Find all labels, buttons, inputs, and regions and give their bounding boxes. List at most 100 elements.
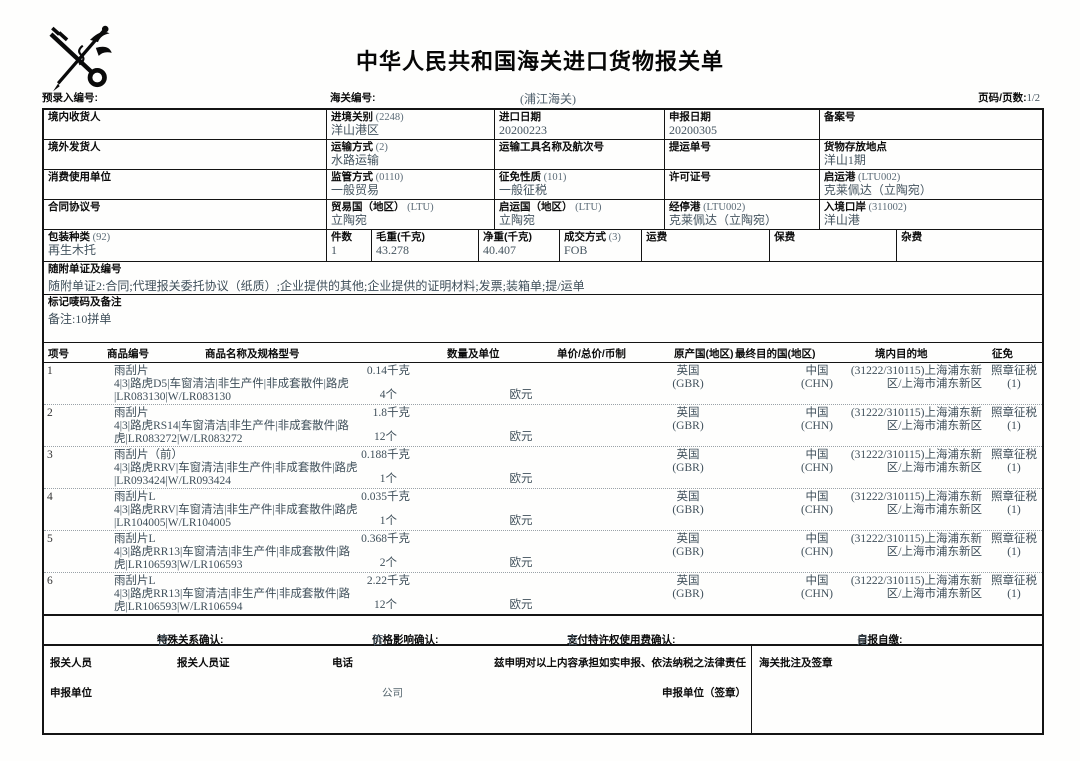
goods-duty-code: (1) <box>1007 378 1021 390</box>
field-code: (LTU002) <box>858 172 901 183</box>
confirm-label: 自报自缴: <box>857 634 903 646</box>
field-value: 一般征税 <box>498 183 547 197</box>
field-value: 1 <box>331 243 338 257</box>
field-transport-mode: 运输方式 (2) 水路运输 <box>327 140 495 169</box>
field-consignee: 境内收货人 <box>44 110 328 139</box>
form-row: 境内收货人 进境关别 (2248) 洋山港区 进口日期 20200223 申报日… <box>44 110 1042 140</box>
goods-duty-label: 照章征税 <box>991 533 1037 545</box>
declaring-unit-label: 申报单位 <box>50 687 92 699</box>
field-contract-number: 合同协议号 <box>44 200 328 229</box>
goods-header-price-currency: 单价/总价/币制 <box>557 348 626 360</box>
field-value: 洋山1期 <box>823 153 866 167</box>
field-value: 水路运输 <box>331 153 380 167</box>
goods-header-origin-country: 原产国(地区) <box>674 348 734 360</box>
attached-documents-label: 随附单证及编号 <box>48 263 122 275</box>
goods-table-body: 1 雨刮片 4|3|路虎D5|车窗清洁|非生产件|非成套散件|路虎 |LR083… <box>44 363 1042 614</box>
unit-signature-label: 申报单位（签章） <box>662 687 746 699</box>
field-misc-fees: 杂费 <box>897 230 1042 261</box>
goods-currency: 欧元 <box>509 557 533 569</box>
declarant-label: 报关人员 <box>50 657 92 669</box>
field-declare-date: 申报日期 20200305 <box>665 110 820 139</box>
form-subheader: 预录入编号: 海关编号: (浦江海关) 页码/页数:1/2 <box>42 90 1040 106</box>
goods-origin-country: 英国 (GBR) <box>642 491 734 517</box>
goods-origin-country: 英国 (GBR) <box>642 533 734 559</box>
declaration-table: 境内收货人 进境关别 (2248) 洋山港区 进口日期 20200223 申报日… <box>42 108 1044 735</box>
field-label: 许可证号 <box>668 171 711 183</box>
goods-domestic-dest: (31222/310115)上海浦东新 区/上海市浦东新区 <box>782 575 982 601</box>
confirm-label: 特殊关系确认: <box>157 634 224 646</box>
field-value: 洋山港区 <box>331 123 380 137</box>
confirm-value: 否 <box>372 635 384 647</box>
field-label: 进境关别 <box>331 111 374 123</box>
field-code: (92) <box>92 232 111 243</box>
field-freight: 运费 <box>642 230 771 261</box>
declarant-block: 报关人员 报关人员证 电话 兹申明对以上内容承担如实申报、依法纳税之法律责任 申… <box>44 646 752 733</box>
packing-row: 包装种类 (92) 再生木托 件数 1 毛重(千克) 43.278 净重(千克)… <box>44 230 1042 262</box>
goods-row-3: 3 雨刮片（前） 4|3|路虎RRV|车窗清洁|非生产件|非成套散件|路虎 |L… <box>44 446 1042 488</box>
field-packing-type: 包装种类 (92) 再生木托 <box>44 230 328 261</box>
goods-qty-weight: 0.188千克 <box>361 449 410 461</box>
field-code: (311002) <box>868 202 907 213</box>
page-number-label: 页码/页数: <box>978 92 1027 104</box>
goods-domestic-dest-line1: (31222/310115)上海浦东新 <box>850 449 982 461</box>
form-row: 消费使用单位 监管方式 (0110) 一般贸易 征免性质 (101) 一般征税 … <box>44 170 1042 200</box>
goods-spec-line2: |LR104005|W/LR104005 <box>114 517 232 529</box>
goods-row-2: 2 雨刮片 4|3|路虎RS14|车窗清洁|非生产件|非成套散件|路 虎|LR0… <box>44 404 1042 446</box>
goods-spec-line1: 4|3|路虎RR13|车窗清洁|非生产件|非成套散件|路 <box>114 546 351 558</box>
goods-qty-count: 1个 <box>379 515 397 527</box>
attached-documents-section: 随附单证及编号 随附单证2:合同;代理报关委托协议（纸质）;企业提供的其他;企业… <box>44 262 1042 295</box>
goods-qty-weight: 1.8千克 <box>372 407 410 419</box>
goods-origin-country: 英国 (GBR) <box>642 449 734 475</box>
goods-header-name-spec: 商品名称及规格型号 <box>205 348 300 360</box>
field-value: 43.278 <box>376 243 410 257</box>
field-gross-weight: 毛重(千克) 43.278 <box>372 230 480 261</box>
goods-item-no: 4 <box>47 491 53 503</box>
field-value: 20200305 <box>668 123 717 137</box>
goods-dest-code: (CHN) <box>801 504 833 516</box>
goods-origin-country: 英国 (GBR) <box>642 407 734 433</box>
customs-notes-label: 海关批注及签章 <box>759 657 833 669</box>
field-value: 立陶宛 <box>498 213 535 227</box>
field-label: 经停港 <box>668 201 701 213</box>
goods-origin-code: (GBR) <box>672 588 704 600</box>
goods-duty-code: (1) <box>1007 546 1021 558</box>
goods-dest-country: 中国 (CHN) <box>772 407 862 433</box>
goods-spec-line1: 4|3|路虎RRV|车窗清洁|非生产件|非成套散件|路虎 <box>114 504 358 516</box>
field-label: 包装种类 <box>48 231 90 243</box>
field-value: 40.407 <box>483 243 517 257</box>
field-vessel-voyage: 运输工具名称及航次号 <box>495 140 665 169</box>
field-label: 消费使用单位 <box>48 171 111 183</box>
confirm-value: 否 <box>157 635 169 647</box>
field-pieces: 件数 1 <box>327 230 373 261</box>
goods-item-no: 2 <box>47 407 53 419</box>
goods-qty-count: 12个 <box>374 431 397 443</box>
goods-item-no: 6 <box>47 575 53 587</box>
goods-row-4: 4 雨刮片L 4|3|路虎RRV|车窗清洁|非生产件|非成套散件|路虎 |LR1… <box>44 488 1042 530</box>
goods-duty-label: 照章征税 <box>991 491 1037 503</box>
goods-domestic-dest-line1: (31222/310115)上海浦东新 <box>850 365 982 377</box>
field-code: (LTU) <box>575 202 602 213</box>
goods-currency: 欧元 <box>509 473 533 485</box>
goods-name-spec: 雨刮片L 4|3|路虎RR13|车窗清洁|非生产件|非成套散件|路 虎|LR10… <box>114 575 350 614</box>
goods-header-final-dest-country: 最终目的国(地区) <box>735 348 816 360</box>
field-label: 申报日期 <box>668 111 711 123</box>
page-number-value: 1/2 <box>1026 93 1040 104</box>
field-overseas-shipper: 境外发货人 <box>44 140 328 169</box>
goods-dest-name: 中国 <box>805 449 829 461</box>
field-code: (101) <box>543 172 567 183</box>
goods-domestic-dest-line2: 区/上海市浦东新区 <box>886 420 982 432</box>
goods-origin-code: (GBR) <box>672 504 704 516</box>
field-supervision-mode: 监管方式 (0110) 一般贸易 <box>327 170 495 199</box>
field-code: (0110) <box>375 172 404 183</box>
goods-dest-code: (CHN) <box>801 462 833 474</box>
field-bill-of-lading-number: 提运单号 <box>665 140 820 169</box>
goods-origin-name: 英国 <box>676 575 700 587</box>
goods-spec-line1: 4|3|路虎RRV|车窗清洁|非生产件|非成套散件|路虎 <box>114 462 358 474</box>
goods-header-item-no: 项号 <box>48 348 69 360</box>
goods-origin-code: (GBR) <box>672 462 704 474</box>
customs-number-label: 海关编号: <box>330 92 376 104</box>
goods-currency: 欧元 <box>509 515 533 527</box>
field-levy-nature: 征免性质 (101) 一般征税 <box>495 170 665 199</box>
field-label: 监管方式 <box>331 171 374 183</box>
signature-section: 报关人员 报关人员证 电话 兹申明对以上内容承担如实申报、依法纳税之法律责任 申… <box>44 644 1042 733</box>
